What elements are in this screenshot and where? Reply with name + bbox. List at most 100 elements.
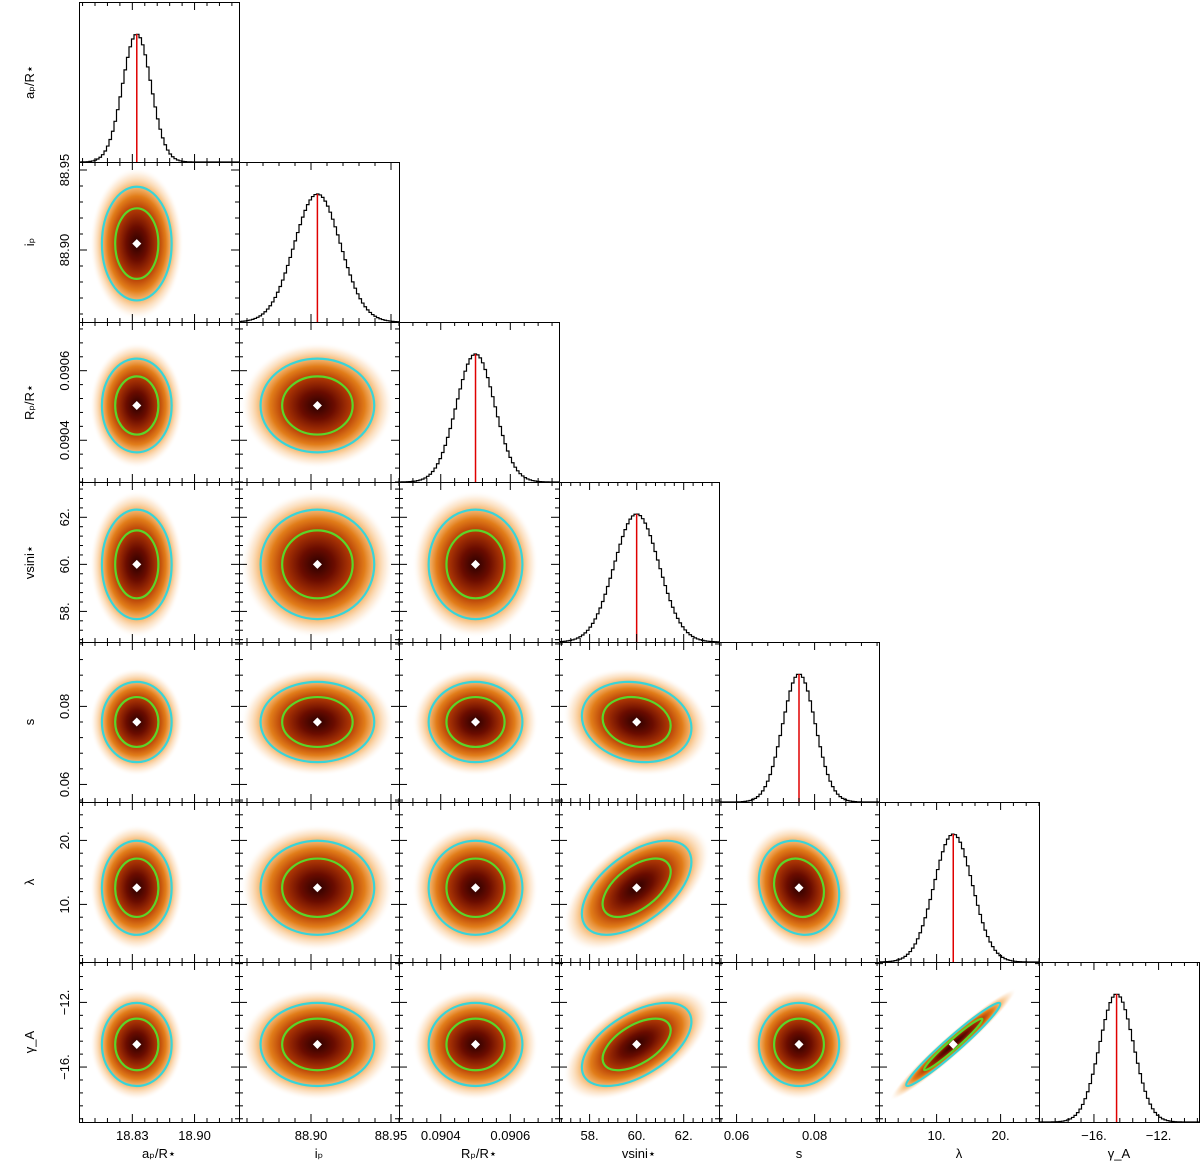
y-axis-label-vsini: vsini⋆ <box>22 545 37 579</box>
contour-2sigma-lambda-s <box>757 839 841 936</box>
panel-lambda-vs-lambda <box>879 802 1040 963</box>
y-tick-label-lambda: 10. <box>57 895 72 913</box>
panel-ip-vs-ip <box>239 162 400 323</box>
panel-vsini-vs-Rp_Rs <box>398 482 560 643</box>
contour-2sigma-Rp_Rs-ap_Rs <box>100 357 173 454</box>
panel-lambda-vs-Rp_Rs <box>398 801 560 963</box>
panel-gammaA-vs-vsini <box>559 962 720 1123</box>
x-tick-label-s: 0.08 <box>802 1128 827 1143</box>
contour-2sigma-Rp_Rs-ip <box>259 357 376 454</box>
histogram-ip <box>239 193 399 322</box>
contour-2sigma-gammaA-Rp_Rs <box>427 1001 524 1088</box>
contour-2sigma-gammaA-ap_Rs <box>100 1001 173 1088</box>
panel-Rp_Rs-vs-ap_Rs <box>79 322 240 483</box>
panel-s-vs-ip <box>239 642 400 803</box>
contour-1sigma-vsini-Rp_Rs <box>445 529 506 600</box>
histogram-lambda <box>879 833 1039 962</box>
y-axis-label-gammaA: γ_A <box>22 1030 37 1053</box>
contour-2sigma-vsini-Rp_Rs <box>427 508 524 621</box>
contour-1sigma-vsini-ip <box>281 529 354 600</box>
contour-1sigma-gammaA-ap_Rs <box>114 1017 160 1072</box>
y-tick-label-vsini: 60. <box>57 555 72 573</box>
panel-frame <box>399 322 560 483</box>
x-axis-label-vsini: vsini⋆ <box>622 1146 656 1161</box>
x-axis-label-lambda: λ <box>956 1146 963 1161</box>
y-axis-label-lambda: λ <box>22 878 37 885</box>
contour-1sigma-gammaA-lambda <box>922 1017 984 1072</box>
panel-ip-vs-ap_Rs <box>79 162 240 323</box>
y-tick-label-vsini: 62. <box>57 508 72 526</box>
x-tick-label-ip: 88.95 <box>375 1128 408 1143</box>
x-tick-label-ip: 88.90 <box>295 1128 328 1143</box>
contour-2sigma-vsini-ap_Rs <box>100 508 173 621</box>
panel-frame <box>239 162 400 323</box>
y-tick-label-lambda: 20. <box>57 831 72 849</box>
panel-frame <box>1039 962 1200 1123</box>
panel-Rp_Rs-vs-Rp_Rs <box>398 322 560 483</box>
panel-gammaA-vs-s <box>719 962 880 1123</box>
contour-1sigma-s-Rp_Rs <box>445 695 506 749</box>
panel-gammaA-vs-ip <box>239 962 400 1123</box>
x-axis-label-ip: iₚ <box>315 1146 323 1161</box>
contour-2sigma-s-Rp_Rs <box>427 680 524 764</box>
y-axis-label-s: s <box>22 718 37 725</box>
x-tick-label-Rp_Rs: 0.0904 <box>421 1128 461 1143</box>
x-axis-label-Rp_Rs: Rₚ/R⋆ <box>461 1146 497 1161</box>
contour-1sigma-gammaA-s <box>772 1017 826 1072</box>
median-marker-gammaA-vsini <box>632 1039 642 1049</box>
contour-1sigma-ip-ap_Rs <box>114 207 160 280</box>
contour-2sigma-gammaA-s <box>757 1001 841 1088</box>
contour-2sigma-ip-ap_Rs <box>100 185 173 302</box>
contour-1sigma-s-vsini <box>601 695 672 749</box>
panel-frame <box>559 482 720 643</box>
contour-1sigma-Rp_Rs-ap_Rs <box>114 375 160 436</box>
contour-1sigma-vsini-ap_Rs <box>114 529 160 600</box>
panel-vsini-vs-vsini <box>559 482 720 643</box>
contour-2sigma-lambda-ap_Rs <box>100 839 173 936</box>
panel-lambda-vs-s <box>719 801 880 963</box>
contour-1sigma-Rp_Rs-ip <box>281 375 354 436</box>
x-tick-label-s: 0.06 <box>724 1128 749 1143</box>
histogram-ap_Rs <box>79 33 239 162</box>
panel-lambda-vs-vsini <box>559 801 720 963</box>
y-tick-label-gammaA: −16. <box>57 1054 72 1080</box>
x-tick-label-lambda: 20. <box>992 1128 1010 1143</box>
y-axis-label-ap_Rs: aₚ/R⋆ <box>22 65 37 99</box>
contour-2sigma-lambda-ip <box>259 839 376 936</box>
panel-s-vs-ap_Rs <box>79 642 240 803</box>
contour-2sigma-s-ap_Rs <box>100 680 173 764</box>
contour-2sigma-lambda-vsini <box>580 839 693 936</box>
panel-ap_Rs-vs-ap_Rs <box>79 2 240 163</box>
histogram-Rp_Rs <box>399 353 559 482</box>
median-marker-lambda-s <box>794 883 804 893</box>
median-marker-gammaA-lambda <box>948 1039 958 1049</box>
histogram-vsini <box>559 513 719 642</box>
y-tick-label-ip: 88.95 <box>57 154 72 187</box>
panel-Rp_Rs-vs-ip <box>239 322 400 483</box>
contour-2sigma-gammaA-vsini <box>580 1001 693 1088</box>
contour-1sigma-s-ap_Rs <box>114 695 160 749</box>
y-tick-label-gammaA: −12. <box>57 990 72 1016</box>
x-tick-label-vsini: 58. <box>581 1128 599 1143</box>
x-tick-label-lambda: 10. <box>928 1128 946 1143</box>
y-axis-label-Rp_Rs: Rₚ/R⋆ <box>22 384 37 420</box>
x-tick-label-vsini: 60. <box>628 1128 646 1143</box>
median-marker-Rp_Rs-ap_Rs <box>132 400 142 411</box>
y-tick-label-s: 0.06 <box>57 772 72 797</box>
contour-1sigma-gammaA-ip <box>281 1017 354 1072</box>
panel-vsini-vs-ap_Rs <box>79 482 240 643</box>
panel-gammaA-vs-lambda <box>879 962 1040 1123</box>
panel-frame <box>79 2 240 163</box>
contour-2sigma-s-vsini <box>580 680 693 764</box>
x-tick-label-gammaA: −12. <box>1146 1128 1172 1143</box>
x-tick-label-gammaA: −16. <box>1081 1128 1107 1143</box>
panel-s-vs-s <box>719 642 880 803</box>
y-tick-label-s: 0.08 <box>57 694 72 719</box>
panel-s-vs-Rp_Rs <box>398 642 560 803</box>
x-tick-label-vsini: 62. <box>675 1128 693 1143</box>
contour-2sigma-gammaA-ip <box>259 1001 376 1088</box>
x-tick-label-ap_Rs: 18.90 <box>178 1128 211 1143</box>
contour-2sigma-lambda-Rp_Rs <box>427 839 524 936</box>
contour-2sigma-s-ip <box>259 680 376 764</box>
y-tick-label-ip: 88.90 <box>57 234 72 267</box>
